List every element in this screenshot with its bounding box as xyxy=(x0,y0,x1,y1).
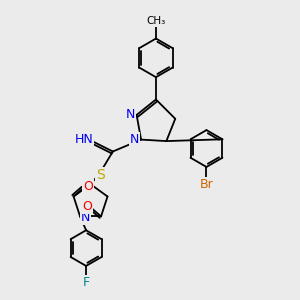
Text: HN: HN xyxy=(74,133,93,146)
Text: CH₃: CH₃ xyxy=(146,16,166,26)
Text: N: N xyxy=(130,133,139,146)
Text: O: O xyxy=(83,180,93,193)
Text: Br: Br xyxy=(200,178,213,191)
Text: S: S xyxy=(96,168,104,182)
Text: O: O xyxy=(82,200,92,213)
Text: N: N xyxy=(81,211,90,224)
Text: N: N xyxy=(126,108,135,121)
Text: F: F xyxy=(82,276,90,289)
